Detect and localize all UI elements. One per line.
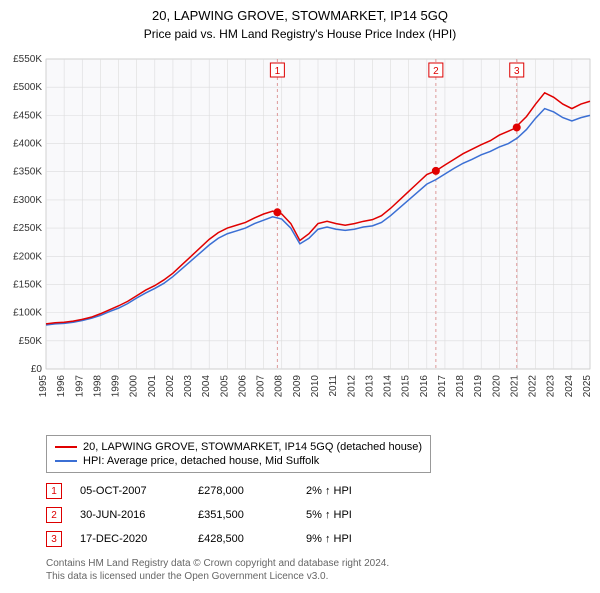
svg-text:£500K: £500K (13, 82, 42, 93)
event-row: 2 30-JUN-2016 £351,500 5% ↑ HPI (46, 503, 584, 527)
svg-text:2013: 2013 (364, 375, 375, 398)
line-chart-svg: £0 £50K £100K £150K £200K £250K £300K £350K £400… (0, 49, 600, 429)
svg-text:£250K: £250K (13, 223, 42, 234)
footer-attribution: Contains HM Land Registry data © Crown c… (46, 557, 584, 583)
svg-text:£450K: £450K (13, 110, 42, 121)
svg-text:2025: 2025 (582, 375, 593, 398)
footer-line: Contains HM Land Registry data © Crown c… (46, 557, 584, 570)
svg-text:2002: 2002 (165, 375, 176, 398)
svg-text:2023: 2023 (546, 375, 557, 398)
legend-swatch (55, 446, 77, 448)
svg-text:1996: 1996 (56, 375, 67, 398)
svg-text:£100K: £100K (13, 308, 42, 319)
svg-text:1999: 1999 (111, 375, 122, 398)
event-row: 1 05-OCT-2007 £278,000 2% ↑ HPI (46, 479, 584, 503)
event-hpi: 9% ↑ HPI (306, 533, 396, 545)
event-date: 05-OCT-2007 (80, 485, 180, 497)
svg-text:2011: 2011 (328, 375, 339, 397)
svg-text:1: 1 (275, 66, 281, 77)
svg-text:1997: 1997 (74, 375, 85, 398)
svg-text:2020: 2020 (491, 375, 502, 398)
svg-text:2001: 2001 (147, 375, 158, 398)
chart-container: 20, LAPWING GROVE, STOWMARKET, IP14 5GQ … (0, 0, 600, 583)
event-badge: 1 (46, 483, 62, 499)
chart-plot: £0 £50K £100K £150K £200K £250K £300K £350K £400… (0, 49, 600, 429)
svg-text:2019: 2019 (473, 375, 484, 398)
svg-text:2022: 2022 (528, 375, 539, 398)
svg-text:2016: 2016 (419, 375, 430, 398)
svg-text:2003: 2003 (183, 375, 194, 398)
svg-text:2015: 2015 (401, 375, 412, 398)
svg-text:2006: 2006 (237, 375, 248, 398)
svg-text:£0: £0 (31, 364, 43, 375)
legend: 20, LAPWING GROVE, STOWMARKET, IP14 5GQ … (46, 435, 431, 473)
event-badge: 3 (46, 531, 62, 547)
svg-text:£50K: £50K (19, 336, 43, 347)
event-hpi: 5% ↑ HPI (306, 509, 396, 521)
legend-swatch (55, 460, 77, 462)
svg-text:2000: 2000 (129, 375, 140, 398)
svg-text:2005: 2005 (219, 375, 230, 398)
svg-text:2021: 2021 (509, 375, 520, 398)
svg-text:£150K: £150K (13, 279, 42, 290)
event-badge: 2 (46, 507, 62, 523)
svg-text:2012: 2012 (346, 375, 357, 398)
legend-label: HPI: Average price, detached house, Mid … (83, 455, 319, 467)
chart-subtitle: Price paid vs. HM Land Registry's House … (0, 23, 600, 49)
svg-text:£550K: £550K (13, 54, 42, 65)
svg-text:1998: 1998 (92, 375, 103, 398)
event-hpi: 2% ↑ HPI (306, 485, 396, 497)
event-price: £428,500 (198, 533, 288, 545)
footer-line: This data is licensed under the Open Gov… (46, 570, 584, 583)
svg-text:2017: 2017 (437, 375, 448, 398)
svg-text:£350K: £350K (13, 167, 42, 178)
svg-text:2009: 2009 (292, 375, 303, 398)
svg-text:£300K: £300K (13, 195, 42, 206)
svg-text:1995: 1995 (38, 375, 49, 398)
events-table: 1 05-OCT-2007 £278,000 2% ↑ HPI 2 30-JUN… (46, 479, 584, 551)
event-date: 17-DEC-2020 (80, 533, 180, 545)
svg-text:2004: 2004 (201, 375, 212, 398)
svg-text:2010: 2010 (310, 375, 321, 398)
legend-label: 20, LAPWING GROVE, STOWMARKET, IP14 5GQ … (83, 441, 422, 453)
svg-text:2018: 2018 (455, 375, 466, 398)
svg-text:3: 3 (514, 66, 520, 77)
chart-title: 20, LAPWING GROVE, STOWMARKET, IP14 5GQ (0, 0, 600, 23)
svg-text:£200K: £200K (13, 251, 42, 262)
svg-text:2008: 2008 (274, 375, 285, 398)
svg-text:2024: 2024 (564, 375, 575, 398)
svg-text:2014: 2014 (383, 375, 394, 398)
svg-text:2007: 2007 (256, 375, 267, 398)
event-price: £278,000 (198, 485, 288, 497)
event-date: 30-JUN-2016 (80, 509, 180, 521)
legend-item: HPI: Average price, detached house, Mid … (55, 454, 422, 468)
svg-text:£400K: £400K (13, 139, 42, 150)
event-row: 3 17-DEC-2020 £428,500 9% ↑ HPI (46, 527, 584, 551)
svg-text:2: 2 (433, 66, 439, 77)
legend-item: 20, LAPWING GROVE, STOWMARKET, IP14 5GQ … (55, 440, 422, 454)
event-price: £351,500 (198, 509, 288, 521)
